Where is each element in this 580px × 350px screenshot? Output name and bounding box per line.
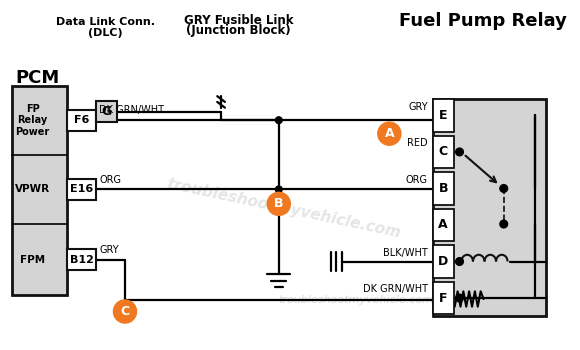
Text: troubleshootmyvehicle.com: troubleshootmyvehicle.com	[165, 176, 402, 241]
Text: VPWR: VPWR	[15, 184, 50, 194]
Text: F6: F6	[74, 115, 89, 125]
Text: Fuel Pump Relay: Fuel Pump Relay	[398, 12, 567, 30]
Bar	[433, 99, 546, 316]
Text: troubleshootmyvehicle.com: troubleshootmyvehicle.com	[278, 295, 433, 305]
Text: A: A	[385, 127, 394, 140]
Circle shape	[378, 122, 401, 145]
Bar	[433, 172, 454, 205]
Text: A: A	[438, 218, 448, 231]
Text: (Junction Block): (Junction Block)	[186, 24, 291, 37]
Text: F: F	[439, 292, 447, 304]
Circle shape	[114, 300, 136, 323]
Bar	[67, 110, 96, 131]
Text: B12: B12	[70, 254, 93, 265]
Bar	[433, 135, 454, 168]
Text: FP
Relay
Power: FP Relay Power	[16, 104, 50, 137]
Bar	[433, 245, 454, 278]
Text: FPM: FPM	[20, 254, 45, 265]
Bar	[67, 249, 96, 270]
Text: RED: RED	[407, 138, 428, 148]
Text: ORG: ORG	[406, 175, 428, 184]
Bar	[433, 209, 454, 242]
Circle shape	[500, 220, 508, 228]
Text: Data Link Conn.: Data Link Conn.	[56, 17, 155, 27]
Bar	[433, 99, 454, 132]
Bar	[67, 179, 96, 200]
Circle shape	[456, 258, 463, 265]
Text: C: C	[438, 146, 448, 159]
Text: PCM: PCM	[15, 69, 60, 87]
Text: E16: E16	[70, 184, 93, 194]
Text: GRY: GRY	[99, 245, 119, 255]
Text: G: G	[102, 105, 112, 118]
Circle shape	[276, 186, 282, 193]
Text: DK GRN/WHT: DK GRN/WHT	[363, 284, 428, 294]
Bar	[12, 86, 67, 295]
Circle shape	[267, 192, 291, 215]
Circle shape	[456, 148, 463, 156]
Bar	[433, 282, 454, 314]
Text: D: D	[438, 255, 448, 268]
Text: C: C	[121, 305, 129, 318]
Text: GRY Fusible Link: GRY Fusible Link	[184, 14, 293, 27]
Text: (DLC): (DLC)	[88, 28, 123, 38]
Text: B: B	[274, 197, 284, 210]
Text: E: E	[439, 109, 447, 122]
Text: GRY: GRY	[408, 102, 428, 112]
Text: B: B	[438, 182, 448, 195]
Circle shape	[276, 117, 282, 124]
Circle shape	[456, 294, 463, 302]
Text: DK GRN/WHT: DK GRN/WHT	[99, 105, 164, 116]
Text: ORG: ORG	[99, 175, 121, 184]
Bar	[96, 101, 117, 122]
Text: BLK/WHT: BLK/WHT	[383, 248, 428, 258]
Circle shape	[500, 184, 508, 192]
